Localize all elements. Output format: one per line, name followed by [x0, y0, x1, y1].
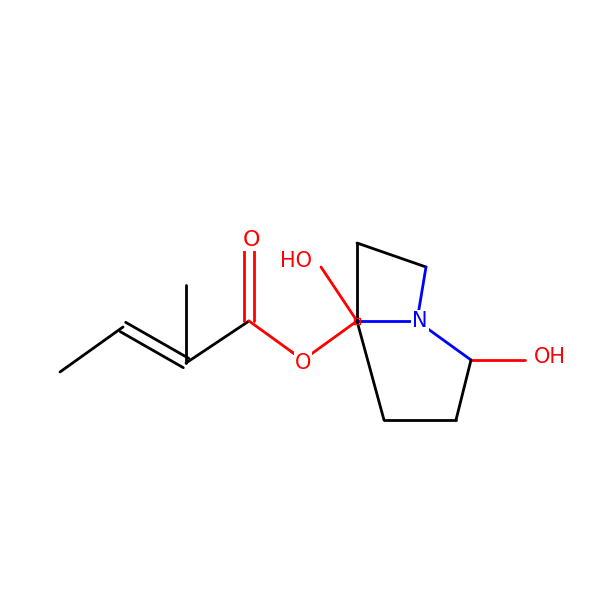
Text: N: N: [412, 311, 428, 331]
Text: O: O: [295, 353, 311, 373]
Text: OH: OH: [534, 347, 566, 367]
Text: O: O: [243, 230, 261, 250]
Text: HO: HO: [280, 251, 312, 271]
